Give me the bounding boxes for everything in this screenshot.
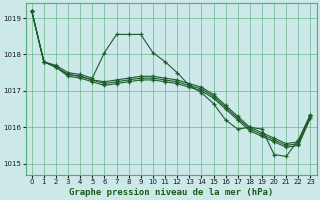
X-axis label: Graphe pression niveau de la mer (hPa): Graphe pression niveau de la mer (hPa)	[69, 188, 273, 197]
